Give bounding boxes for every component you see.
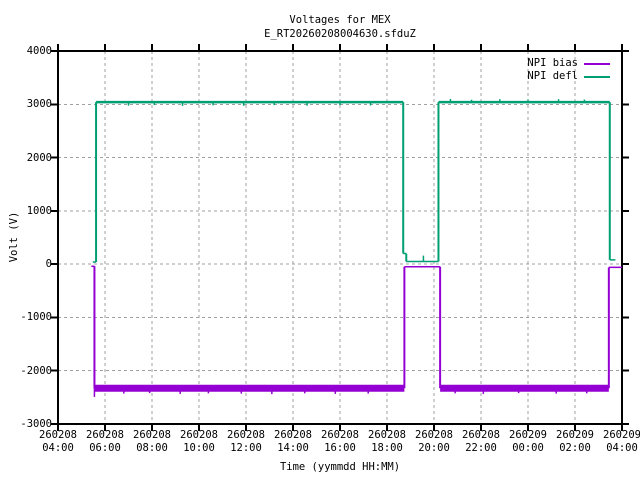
y-tick-label: -3000 (20, 418, 52, 430)
x-tick-label: 260208 10:00 (180, 429, 218, 454)
y-tick-label: 3000 (26, 98, 52, 111)
x-tick-label: 260208 12:00 (227, 429, 265, 454)
x-tick-label: 260208 18:00 (368, 429, 406, 454)
chart-title: Voltages for MEX (289, 14, 391, 26)
series-line-NPI-defl (92, 98, 616, 263)
axis-ticks (51, 44, 629, 431)
y-tick-label: 4000 (26, 45, 52, 57)
legend-item: NPI bias (527, 57, 610, 70)
x-tick-label: 260209 02:00 (556, 429, 594, 454)
x-tick-label: 260208 04:00 (39, 429, 77, 454)
x-tick-label: 260209 00:00 (509, 429, 547, 454)
y-tick-label: 1000 (26, 204, 52, 217)
gridlines (58, 51, 622, 424)
y-tick-label: -2000 (20, 364, 52, 377)
x-tick-label: 260208 06:00 (86, 429, 124, 454)
y-tick-label: 2000 (26, 151, 52, 164)
legend-label: NPI bias (527, 57, 578, 69)
x-tick-label: 260208 20:00 (415, 429, 453, 454)
legend-line-sample (584, 75, 610, 78)
x-tick-label: 260209 04:00 (603, 429, 640, 454)
x-tick-label: 260208 08:00 (133, 429, 171, 454)
plot-border (57, 50, 623, 425)
x-tick-label: 260208 22:00 (462, 429, 500, 454)
chart-subtitle: E_RT20260208004630.sfduZ (264, 28, 416, 40)
x-axis-label: Time (yymmdd HH:MM) (279, 461, 401, 473)
legend-line-sample (584, 62, 610, 65)
legend-label: NPI defl (527, 70, 578, 82)
series-line-NPI-bias (91, 265, 622, 397)
x-tick-label: 260208 14:00 (274, 429, 312, 454)
y-tick-label: 0 (45, 258, 52, 271)
legend: NPI bias NPI defl (527, 57, 610, 83)
x-tick-label: 260208 16:00 (321, 429, 359, 454)
y-axis-label: Volt (V) (8, 211, 20, 263)
y-tick-label: -1000 (20, 311, 52, 324)
legend-item: NPI defl (527, 70, 610, 83)
